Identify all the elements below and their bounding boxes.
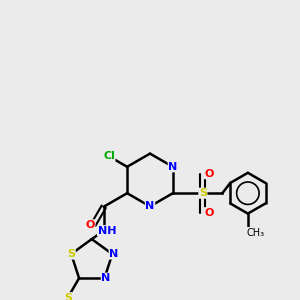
Text: S: S — [199, 188, 207, 198]
Text: S: S — [67, 249, 75, 259]
Text: O: O — [204, 169, 214, 179]
Text: N: N — [146, 201, 154, 212]
Text: N: N — [168, 162, 178, 172]
Text: NH: NH — [98, 226, 116, 236]
Text: O: O — [85, 220, 95, 230]
Text: Cl: Cl — [103, 151, 115, 161]
Text: CH₃: CH₃ — [246, 228, 264, 238]
Text: N: N — [109, 249, 119, 259]
Text: S: S — [64, 293, 72, 300]
Text: N: N — [101, 273, 111, 283]
Text: O: O — [204, 208, 214, 218]
